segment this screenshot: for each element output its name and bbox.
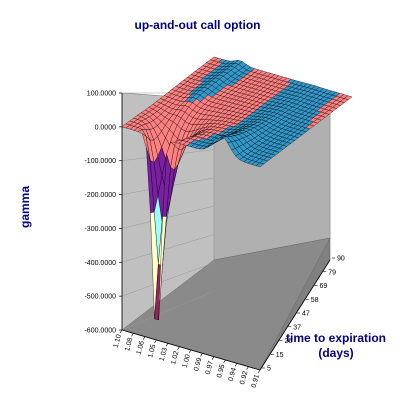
gamma-surface [121,56,353,321]
x-tick-mark [165,343,169,347]
x-tick-label: 1.02 [170,350,180,365]
x-tick-label: 0.94 [228,367,238,382]
x-axis: 1.10 1.08 1.06 1.05 1.03 1.02 1.00 0.99 0.97 0.95… [113,329,261,389]
z-tick-label: -400.0000 [84,260,116,267]
x-tick-mark [177,346,180,350]
x-tick-mark [223,359,226,364]
x-tick-label: 1.00 [182,354,192,369]
x-tick-label: 0.92 [239,370,249,385]
x-tick-label: 0.91 [251,374,261,389]
chart-title: up-and-out call option [134,18,261,32]
depth-axis-title-line2: (days) [318,346,354,360]
z-gridline [121,234,215,263]
depth-tick-label: 37 [293,324,301,331]
x-tick-mark [234,363,238,367]
depth-axis-title: time to expiration (days) [286,331,386,361]
depth-axis-title-line1: time to expiration [286,331,387,345]
x-tick-mark [154,339,157,344]
x-tick-mark [188,349,192,354]
x-tick-label: 1.08 [124,337,134,352]
z-axis: 100.0000 0.0000 -100.0000 -200.0000 -300.000… [84,91,123,335]
x-tick-mark [246,366,249,370]
x-tick-label: 0.97 [205,360,215,375]
z-gridline [121,205,215,229]
depth-axis-line [259,259,331,371]
z-tick-label: 0.0000 [95,124,117,131]
z-tick-label: -500.0000 [84,294,116,301]
x-tick-mark [211,356,215,360]
z-tick-label: -100.0000 [84,158,116,165]
z-gridline [121,262,215,297]
z-tick-label: -200.0000 [84,192,116,199]
x-tick-label: 0.95 [216,364,226,379]
depth-tick-label: 15 [276,352,284,359]
z-gridline [121,290,215,331]
depth-tick-label: 5 [267,366,271,373]
depth-tick-label: 90 [337,256,345,263]
x-tick-label: 1.05 [147,344,157,359]
depth-tick-label: 58 [311,297,319,304]
z-axis-title: gamma [18,185,32,228]
depth-tick-label: 47 [302,311,310,318]
x-tick-mark [200,353,203,357]
x-tick-label: 0.99 [193,357,203,372]
x-tick-mark [131,333,134,337]
z-tick-label: -300.0000 [84,226,116,233]
x-tick-mark [119,329,123,334]
surface-cell [255,162,265,168]
x-tick-mark [257,369,261,374]
depth-tick-label: 69 [320,283,328,290]
z-tick-label: -600.0000 [84,328,116,335]
x-tick-mark [142,336,146,340]
z-tick-label: 100.0000 [87,91,116,98]
depth-tick-label: 26 [285,338,293,345]
x-tick-label: 1.10 [113,334,123,349]
depth-tick-label: 79 [328,269,336,276]
x-tick-label: 1.03 [159,347,169,362]
x-tick-label: 1.06 [136,340,146,355]
